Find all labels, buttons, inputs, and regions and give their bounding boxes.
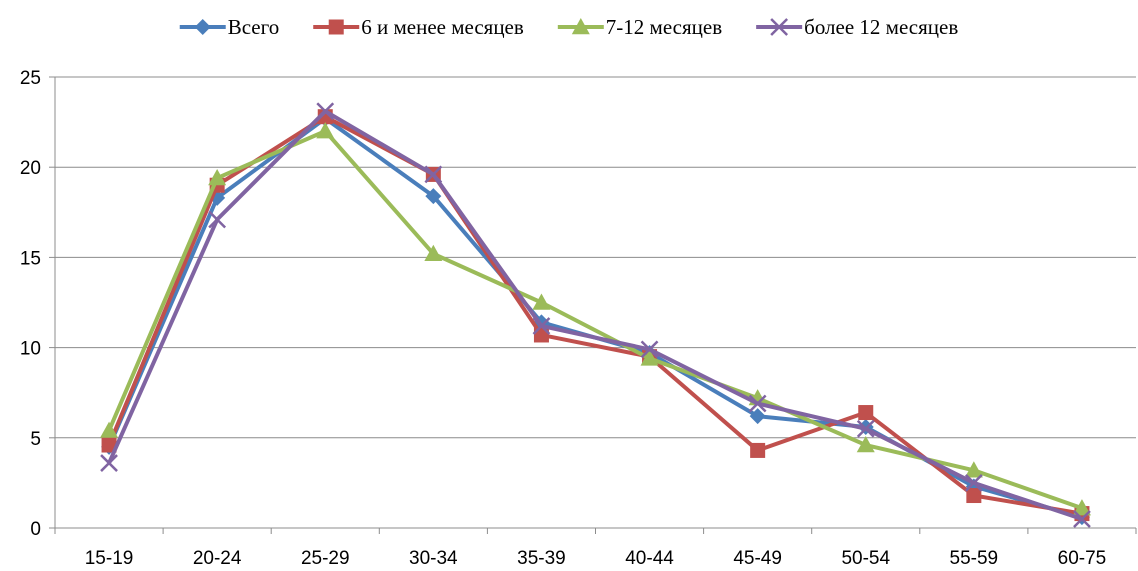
data-point-square [101,437,117,453]
data-point-x [424,165,443,184]
legend-label: Всего [228,15,280,39]
data-point-x [208,210,227,229]
data-point-triangle [1072,499,1091,516]
legend-marker-diamond [194,19,211,35]
x-tick-label: 25-29 [301,548,350,569]
data-point-triangle [640,349,659,366]
data-point-x [100,454,118,472]
legend-label: 6 и менее месяцев [361,15,524,39]
x-tick-label: 60-75 [1058,548,1107,569]
legend-item-более-12-месяцев: более 12 месяцев [756,15,958,39]
data-point-triangle [100,421,119,438]
series-более-12-месяцев [100,102,1091,528]
x-tick-label: 30-34 [409,548,458,569]
legend-item-всего: Всего [179,15,280,39]
x-tick-label: 55-59 [950,548,999,569]
legend: Всего 6 и менее месяцев 7-12 месяцев более … [179,15,958,39]
series-6-и-менее-месяцев [101,109,1090,522]
series-group [100,102,1091,528]
x-tick-label: 20-24 [193,548,242,569]
y-tick-label: 25 [20,68,41,89]
legend-label: 7-12 месяцев [606,15,722,39]
data-point-x [748,394,767,413]
legend-marker-x [770,18,789,36]
gridlines [55,76,1136,439]
series-line [107,109,1083,521]
series-line [107,129,1083,511]
data-point-x [532,317,551,335]
y-tick-label: 5 [30,429,41,450]
legend-label: более 12 месяцев [804,15,958,39]
data-point-square [966,488,982,504]
series-line [107,114,1083,516]
data-point-x [316,102,335,121]
data-point-x [964,474,983,492]
x-tick-label: 45-49 [733,548,782,569]
data-point-square [858,405,874,421]
data-point-square [750,442,766,458]
x-tick-label: 15-19 [85,548,134,569]
data-point-x [856,419,875,438]
series-7-12-месяцев [100,122,1091,516]
y-tick-label: 0 [30,519,41,540]
x-tick-label: 50-54 [841,548,890,569]
x-tick-label: 40-44 [625,548,674,569]
y-tick-label: 20 [20,158,41,179]
data-point-triangle [208,169,227,186]
data-point-x [640,340,659,359]
legend-marker-square [328,19,344,35]
legend-marker-triangle [571,18,590,35]
y-tick-label: 10 [20,339,41,360]
series-line [107,116,1083,520]
data-point-x [1073,510,1091,528]
data-point-diamond [425,188,442,205]
data-point-diamond [749,408,766,425]
data-point-triangle [964,461,983,478]
y-tick-label: 15 [20,248,41,269]
data-point-triangle [856,436,875,453]
data-point-triangle [316,122,335,139]
axes: 0 5 10 15 20 25 15-19 20-24 25-29 30-34 35-39 40-44… [20,68,1137,569]
legend-item-7-12-месяцев: 7-12 месяцев [557,15,722,39]
legend-item-6-и-менее-месяцев: 6 и менее месяцев [313,15,524,39]
data-point-triangle [532,293,551,310]
x-tick-label: 35-39 [517,548,566,569]
data-point-triangle [424,244,443,261]
